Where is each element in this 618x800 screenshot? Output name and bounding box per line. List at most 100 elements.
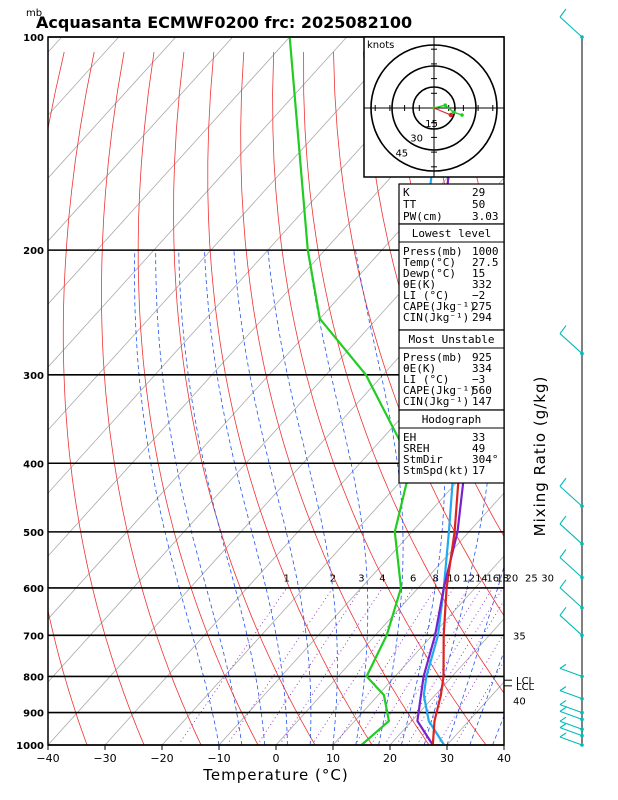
lcl-label: LCL [516,676,535,687]
x-tick-label: −40 [36,752,59,765]
stats-label: LI (°C) [403,373,449,386]
x-tick-label: 0 [273,752,280,765]
mixing-ratio-line [454,660,504,745]
dewpoint-line [288,37,413,745]
dry-adiabat [333,51,504,617]
stats-general-box [398,183,505,225]
pressure-tick-label: 200 [23,246,44,257]
isotherm-line [48,37,291,305]
isotherm-line [48,177,504,683]
x-axis-label: Temperature (°C) [202,766,348,784]
stats-value: 50 [472,198,485,211]
wind-barb-flag [559,579,567,589]
isotherm-line [48,37,177,179]
lowest-level-title: Lowest level [412,227,491,240]
wind-barb-shaft [559,485,583,507]
pressure-tick-label: 500 [23,528,44,539]
stats-label: SREH [403,442,430,455]
x-tick-label: −30 [93,752,116,765]
moist-adiabat [267,250,338,745]
wind-barb-flag [559,477,567,487]
pressure-tick-label: 300 [23,371,44,382]
pressure-tick-label: 700 [23,631,44,642]
isotherm-line [48,37,462,494]
dry-adiabat [48,51,88,745]
wind-barb-flag [559,549,567,558]
stats-value: 560 [472,384,492,397]
stats-value: 29 [472,186,485,199]
wind-barb-flag [559,700,567,706]
most-unstable-title: Most Unstable [408,333,494,346]
pressure-tick-label: 600 [23,584,44,595]
mixing-ratio-label: 16 [486,574,499,585]
dry-adiabat [207,51,373,745]
pressure-tick-label: 1000 [16,741,44,752]
dry-adiabat [573,52,618,760]
stats-label: TT [403,198,417,211]
mixing-ratio-label: 25 [525,574,538,585]
wind-barb-shaft [559,587,583,609]
stats-value: 332 [472,278,492,291]
mixing-ratio-label: 30 [541,574,554,585]
wind-barb-flag [559,8,567,18]
moist-adiabat [134,250,220,745]
mixing-ratio-label: 6 [410,574,416,585]
mixing-ratio-label: 3 [358,574,364,585]
isotherm-line [48,37,120,116]
pressure-tick-label: 100 [23,33,44,44]
lcl-label: LCL [516,682,535,693]
moist-adiabat [355,250,404,745]
stats-label: CAPE(Jkg⁻¹) [403,300,476,313]
wind-barb-shaft [559,690,583,700]
moist-adiabat [178,250,265,745]
mixing-ratio-line [437,632,504,745]
dry-adiabat [303,51,504,694]
stats-label: Press(mb) [403,351,463,364]
stats-label: StmSpd(kt) [403,464,469,477]
stats-label: θE(K) [403,278,436,291]
storm-motion-vector [433,107,452,116]
stats-value: 49 [472,442,485,455]
mixing-ratio-label: 8 [432,574,438,585]
most-unstable-box [398,329,505,411]
stats-label: Dewp(°C) [403,267,456,280]
isotherm-line [48,37,405,431]
wind-barb-shaft [559,557,583,578]
stats-label: Press(mb) [403,245,463,258]
isotherm-line [218,429,504,745]
mixing-ratio-label: 20 [506,574,519,585]
wind-barb-shaft [559,710,583,720]
stats-label: CAPE(Jkg⁻¹) [403,384,476,397]
hodograph-stats-title: Hodograph [422,413,482,426]
stats-label: StmDir [403,453,443,466]
stats-value: 147 [472,395,492,408]
mixing-ratio-label: 10 [447,574,460,585]
moist-adiabat [401,250,446,745]
chart-title: Acquasanta ECMWF0200 frc: 2025082100 [36,13,412,32]
dry-adiabat [272,51,487,745]
wind-barb-flag [559,716,567,722]
wind-barb-flag [559,732,567,738]
pressure-tick-label: 900 [23,709,44,720]
stats-label: K [403,186,410,199]
stats-value: −3 [472,373,485,386]
pressure-tick-label: 800 [23,672,44,683]
unit-label: mb [26,8,42,19]
wind-barb-flag [559,723,567,729]
stats-label: PW(cm) [403,210,443,223]
dry-adiabat [513,52,618,760]
isotherm-line [48,37,234,242]
wind-barb-flag [559,663,567,669]
dry-adiabat [101,51,202,745]
hodograph-unit: knots [367,40,394,51]
isotherm-line [561,37,618,745]
hodograph-ring-label: 15 [425,119,438,130]
stats-value: −2 [472,289,485,302]
wind-barb-flag [559,706,567,712]
x-tick-label: 10 [326,752,340,765]
wind-barbs [559,8,584,747]
stats-label: LI (°C) [403,289,449,302]
dry-adiabat [137,51,259,745]
moist-adiabat [307,250,369,745]
